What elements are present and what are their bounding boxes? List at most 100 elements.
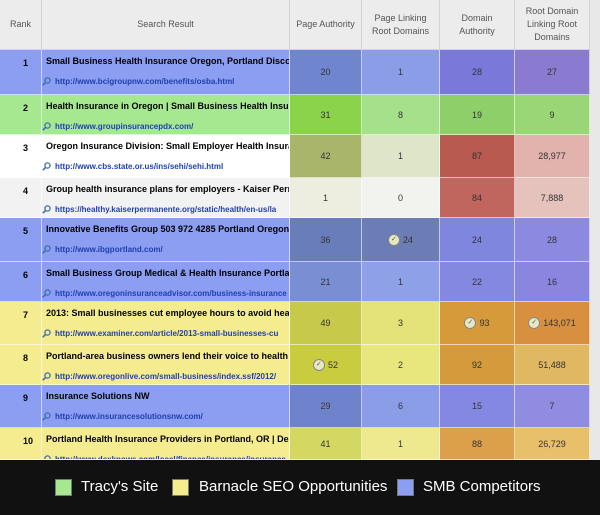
metric-cell: ✓ 52	[290, 345, 362, 385]
result-url: http://www.oregoninsuranceadvisor.com/bu…	[42, 289, 287, 298]
metric-cell: 7	[515, 385, 590, 428]
metric-cell: 42	[290, 135, 362, 178]
metric-value: 31	[320, 109, 331, 120]
result-url: http://www.oregonlive.com/small-business…	[42, 372, 276, 381]
metric-cell: 26,729	[515, 428, 590, 460]
metric-cell: 0	[362, 178, 440, 218]
metric-cell: 16	[515, 262, 590, 302]
url-text[interactable]: http://www.bcigroupnw.com/benefits/osba.…	[55, 77, 235, 86]
metric-cell: 1	[362, 428, 440, 460]
result-title: Insurance Solutions NW	[46, 391, 150, 401]
metric-value: 51,488	[538, 359, 566, 370]
url-text[interactable]: http://www.groupinsurancepdx.com/	[55, 122, 194, 131]
check-icon: ✓	[528, 317, 541, 329]
result-title: Small Business Group Medical & Health In…	[46, 268, 290, 278]
check-icon: ✓	[312, 358, 325, 371]
result-url: http://www.dexknows.com/local/finance/in…	[42, 455, 286, 459]
metric-cell: 22	[440, 262, 515, 302]
metric-value: 1	[397, 438, 403, 449]
check-icon: ✓	[464, 317, 477, 329]
metric-cell: 1	[290, 178, 362, 218]
metric-value: 28,977	[538, 151, 566, 161]
metric-cell: 28	[440, 50, 515, 95]
metric-cell: 36	[290, 218, 362, 262]
result-url: http://www.ibgportland.com/	[42, 245, 265, 254]
rank: 1	[0, 50, 42, 95]
metric-value: 6	[397, 401, 403, 411]
url-text[interactable]: http://www.dexknows.com/local/finance/in…	[55, 455, 286, 460]
result-title: Portland-area business owners lend their…	[46, 351, 290, 361]
metric-cell: 28,977	[515, 135, 590, 178]
metric-cell: 15	[440, 385, 515, 428]
metric-value: 29	[320, 401, 331, 411]
result-title: 2013: Small businesses cut employee hour…	[46, 308, 290, 318]
metric-value: 41	[320, 438, 331, 449]
search-result: Insurance Solutions NW http://www.insuran…	[42, 385, 290, 428]
metric-value: 52	[327, 359, 338, 370]
legend-label: Barnacle SEO Opportunities	[199, 478, 388, 495]
metric-value: 26,729	[538, 438, 566, 449]
metric-cell: 21	[290, 262, 362, 302]
metric-value: 143,071	[543, 318, 576, 328]
metric-cell: ✓ 24	[362, 218, 440, 262]
result-url: http://www.groupinsurancepdx.com/	[42, 122, 265, 131]
column-header: Page Linking Root Domains	[362, 0, 440, 50]
metric-value: 0	[397, 192, 403, 203]
url-text[interactable]: https://healthy.kaiserpermanente.org/sta…	[55, 205, 277, 214]
metric-cell: 51,488	[515, 345, 590, 385]
metric-cell: ✓ 143,071	[515, 302, 590, 345]
metric-cell: 24	[440, 218, 515, 262]
metric-cell: 28	[515, 218, 590, 262]
metric-value: 19	[471, 109, 482, 120]
legend-swatch	[55, 479, 72, 496]
rank: 8	[0, 345, 42, 385]
metric-value: 22	[471, 276, 482, 287]
metric-value: 93	[479, 318, 490, 328]
rank: 3	[0, 135, 42, 178]
url-text[interactable]: http://www.oregonlive.com/small-business…	[55, 372, 277, 381]
metric-cell: 92	[440, 345, 515, 385]
result-url: http://www.cbs.state.or.us/ins/sehi/sehi…	[42, 162, 265, 171]
metric-cell: 6	[362, 385, 440, 428]
metric-value: 1	[397, 276, 403, 287]
result-title: Group health insurance plans for employe…	[46, 184, 290, 194]
metric-value: 24	[471, 234, 482, 245]
result-url: https://healthy.kaiserpermanente.org/sta…	[42, 205, 276, 214]
url-text[interactable]: http://www.ibgportland.com/	[55, 245, 163, 254]
metric-value: 42	[320, 151, 331, 161]
metric-value: 7	[549, 401, 555, 411]
result-url: http://www.bcigroupnw.com/benefits/osba.…	[42, 77, 265, 86]
column-header: Domain Authority	[440, 0, 515, 50]
result-title: Oregon Insurance Division: Small Employe…	[46, 141, 290, 151]
metric-cell: 7,888	[515, 178, 590, 218]
metric-value: 9	[549, 109, 555, 120]
rank: 10	[0, 428, 42, 460]
url-text[interactable]: http://www.examiner.com/article/2013-sma…	[55, 329, 279, 338]
metric-value: 92	[471, 359, 482, 370]
metric-cell: 29	[290, 385, 362, 428]
metric-cell: 49	[290, 302, 362, 345]
legend-swatch	[397, 479, 414, 496]
metric-value: 88	[471, 438, 482, 449]
metric-cell: 31	[290, 95, 362, 135]
search-result: Portland-area business owners lend their…	[42, 345, 290, 385]
search-result: Oregon Insurance Division: Small Employe…	[42, 135, 290, 178]
url-text[interactable]: http://www.cbs.state.or.us/ins/sehi/sehi…	[55, 162, 224, 171]
metric-cell: 84	[440, 178, 515, 218]
url-text[interactable]: http://www.insurancesolutionsnw.com/	[55, 412, 203, 421]
metric-cell: 3	[362, 302, 440, 345]
result-title: Small Business Health Insurance Oregon, …	[46, 56, 290, 66]
metric-value: 28	[471, 67, 482, 77]
url-text[interactable]: http://www.oregoninsuranceadvisor.com/bu…	[55, 289, 287, 298]
metric-value: 3	[397, 318, 403, 328]
metric-value: 16	[546, 276, 557, 287]
metric-value: 28	[546, 234, 557, 245]
legend: Tracy's Site Barnacle SEO Opportunities …	[0, 460, 600, 515]
search-result: Innovative Benefits Group 503 972 4285 P…	[42, 218, 290, 262]
result-url: http://www.insurancesolutionsnw.com/	[42, 412, 265, 421]
metric-value: 36	[320, 234, 331, 245]
metric-value: 2	[397, 359, 403, 370]
metric-value: 1	[322, 192, 328, 203]
metric-value: 1	[397, 151, 403, 161]
result-url: http://www.examiner.com/article/2013-sma…	[42, 329, 278, 338]
